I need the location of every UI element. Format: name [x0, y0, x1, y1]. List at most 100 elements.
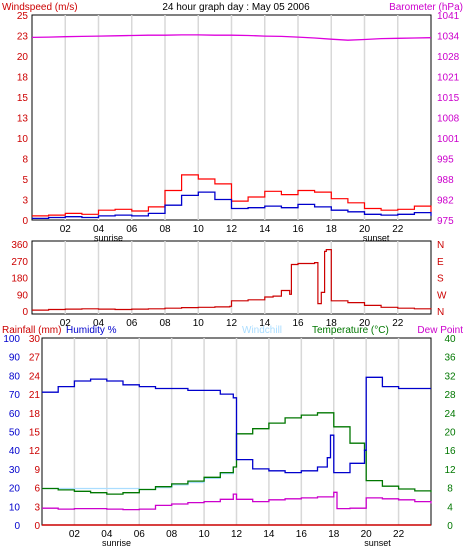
legend-dewpoint: Dew Point: [417, 325, 463, 336]
temp-ytick-16: 16: [444, 446, 456, 457]
p1-xtick-14: 14: [259, 224, 271, 235]
p3-xtick-10: 10: [199, 529, 211, 540]
panel1-series: [31, 34, 432, 220]
p3-xtick-02: 02: [69, 529, 81, 540]
rain-ytick-3: 3: [34, 502, 40, 513]
humidity-ytick-80: 80: [9, 371, 21, 382]
baro-ytick-975: 975: [437, 216, 454, 227]
windspeed-axis-label: Windspeed (m/s): [2, 2, 78, 13]
rain-ytick-0: 0: [34, 521, 40, 532]
wind-ytick-18: 18: [17, 73, 29, 84]
legend-humidity: Humidity %: [66, 325, 117, 336]
legend-temperature: Temperature (°C): [312, 325, 389, 336]
p1-xtick-16: 16: [292, 224, 304, 235]
p1-xtick-04: 04: [93, 224, 105, 235]
p2-xtick-06: 06: [126, 318, 138, 329]
temp-ytick-36: 36: [444, 353, 456, 364]
p1-xtick-02: 02: [60, 224, 72, 235]
temp-ytick-8: 8: [447, 484, 453, 495]
dir-ytick-360: 360: [11, 240, 28, 251]
temp-ytick-12: 12: [444, 465, 456, 476]
baro-ytick-982: 982: [437, 196, 454, 207]
dir-compass-3: W: [437, 290, 447, 301]
p2-xtick-20: 20: [359, 318, 371, 329]
dir-compass-1: E: [437, 257, 444, 268]
panel1-grid: [64, 15, 399, 220]
barometer-axis-label: Barometer (hPa): [389, 2, 463, 13]
humidity-ytick-10: 10: [9, 502, 21, 513]
dir-compass-2: S: [437, 274, 444, 285]
temp-ytick-0: 0: [447, 521, 453, 532]
panel2-series: [32, 249, 432, 311]
p3-xtick-20: 20: [361, 529, 373, 540]
wind-baro-panel: Windspeed (m/s) 24 hour graph day : May …: [2, 2, 463, 243]
barometer-series: [31, 34, 432, 41]
dir-ytick-180: 180: [11, 274, 28, 285]
rain-ytick-24: 24: [29, 371, 41, 382]
dir-compass-4: N: [437, 307, 444, 318]
humidity-ytick-40: 40: [9, 446, 21, 457]
dir-ytick-270: 270: [11, 257, 28, 268]
rain-ytick-12: 12: [29, 446, 41, 457]
p3-sunset-label: sunset: [364, 538, 391, 548]
temp-ytick-32: 32: [444, 371, 456, 382]
rain-ytick-21: 21: [29, 390, 41, 401]
humidity-ytick-20: 20: [9, 484, 21, 495]
p3-xtick-12: 12: [231, 529, 243, 540]
dir-ytick-90: 90: [17, 290, 29, 301]
humidity-ytick-50: 50: [9, 428, 21, 439]
p3-xtick-14: 14: [263, 529, 275, 540]
baro-ytick-1041: 1041: [437, 11, 460, 22]
legend-windchill: Windchill: [242, 325, 282, 336]
p1-xtick-08: 08: [159, 224, 171, 235]
baro-ytick-995: 995: [437, 155, 454, 166]
baro-ytick-1015: 1015: [437, 93, 460, 104]
wind-ytick-8: 8: [22, 155, 28, 166]
temp-ytick-20: 20: [444, 428, 456, 439]
p2-xtick-14: 14: [259, 318, 271, 329]
rain-ytick-27: 27: [29, 353, 41, 364]
panel3-series: [42, 376, 432, 526]
baro-ytick-1028: 1028: [437, 52, 460, 63]
wind-ytick-25: 25: [17, 11, 29, 22]
p3-sunrise-label: sunrise: [102, 538, 131, 548]
rain-ytick-9: 9: [34, 465, 40, 476]
wind-ytick-3: 3: [22, 196, 28, 207]
wind-ytick-10: 10: [17, 134, 29, 145]
baro-ytick-1008: 1008: [437, 114, 460, 125]
wind-ytick-5: 5: [22, 175, 28, 186]
p1-xtick-20: 20: [359, 224, 371, 235]
baro-ytick-1034: 1034: [437, 32, 460, 43]
rain-ytick-15: 15: [29, 428, 41, 439]
humidity-ytick-30: 30: [9, 465, 21, 476]
wind-ytick-0: 0: [22, 216, 28, 227]
rain-ytick-18: 18: [29, 409, 41, 420]
wind-direction-series: [32, 249, 432, 311]
chart-title: 24 hour graph day : May 05 2006: [162, 2, 310, 13]
p2-xtick-02: 02: [60, 318, 72, 329]
p1-xtick-10: 10: [193, 224, 205, 235]
p2-xtick-04: 04: [93, 318, 105, 329]
temp-ytick-40: 40: [444, 334, 456, 345]
humidity-ytick-60: 60: [9, 409, 21, 420]
panel2-grid: [64, 241, 399, 314]
humidity-series: [42, 376, 431, 474]
p3-xtick-06: 06: [134, 529, 146, 540]
p2-xtick-10: 10: [193, 318, 205, 329]
rain-ytick-30: 30: [29, 334, 41, 345]
dir-ytick-0: 0: [22, 307, 28, 318]
wind-ytick-20: 20: [17, 52, 29, 63]
p3-xtick-04: 04: [101, 529, 113, 540]
p2-xtick-18: 18: [326, 318, 338, 329]
p1-xtick-18: 18: [326, 224, 338, 235]
dewpoint-series: [42, 491, 432, 511]
baro-ytick-988: 988: [437, 175, 454, 186]
humidity-ytick-100: 100: [3, 334, 20, 345]
panel1-ticks: 0358101315182023259759829889951001100810…: [17, 11, 460, 243]
baro-ytick-1021: 1021: [437, 73, 460, 84]
p1-xtick-12: 12: [226, 224, 238, 235]
